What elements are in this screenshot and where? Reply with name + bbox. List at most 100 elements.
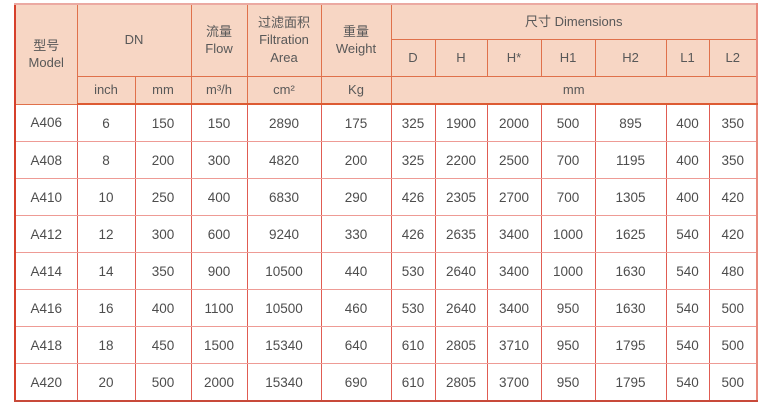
filtration-area-cell: 10500	[246, 289, 322, 327]
dim-l2-cell: 420	[708, 215, 758, 253]
unit-filtration-area: cm²	[246, 75, 322, 105]
table-row-a406: A406 6 150 150 2890 175 325 1900 2000 50…	[14, 103, 758, 142]
header-row-1: 型号 Model DN 流量 Flow 过滤面积 Filtration Area…	[14, 3, 758, 105]
dim-h2-cell: 895	[594, 103, 667, 142]
model-cell: A412	[14, 215, 78, 253]
dn-inch-cell: 14	[76, 252, 136, 290]
dim-d-cell: 325	[390, 141, 436, 179]
dim-l2-cell: 420	[708, 178, 758, 216]
dim-l2-cell: 480	[708, 252, 758, 290]
header-dim-l1: L1	[665, 38, 710, 77]
weight-cell: 440	[320, 252, 392, 290]
weight-cell: 175	[320, 103, 392, 142]
dim-h1-cell: 1000	[540, 252, 596, 290]
filtration-area-cell: 4820	[246, 141, 322, 179]
dim-h2-cell: 1795	[594, 326, 667, 364]
dim-l1-cell: 540	[665, 326, 710, 364]
filtration-area-cell: 15340	[246, 326, 322, 364]
model-cell: A406	[14, 103, 78, 142]
model-cell: A418	[14, 326, 78, 364]
header-dimensions: 尺寸 Dimensions	[390, 3, 758, 40]
dn-inch-cell: 18	[76, 326, 136, 364]
header-dn: DN	[76, 3, 192, 77]
dim-hstar-cell: 2500	[486, 141, 542, 179]
filtration-area-cell: 2890	[246, 103, 322, 142]
dim-h-cell: 2805	[434, 363, 488, 402]
header-weight: 重量 Weight	[320, 3, 392, 77]
header-flow: 流量 Flow	[190, 3, 248, 77]
dim-h2-cell: 1625	[594, 215, 667, 253]
dim-d-cell: 610	[390, 363, 436, 402]
dim-h-cell: 2635	[434, 215, 488, 253]
header-row-3: inch mm m³/h cm² Kg mm	[15, 75, 758, 105]
dim-h-cell: 2305	[434, 178, 488, 216]
weight-cell: 460	[320, 289, 392, 327]
dim-h2-cell: 1195	[594, 141, 667, 179]
table-row-a420: A420 20 500 2000 15340 690 610 2805 3700…	[14, 363, 758, 402]
table-row-a408: A408 8 200 300 4820 200 325 2200 2500 70…	[14, 141, 758, 179]
dim-l2-cell: 350	[708, 141, 758, 179]
unit-inch: inch	[76, 75, 136, 105]
unit-weight: Kg	[320, 75, 392, 105]
dn-inch-cell: 6	[76, 103, 136, 142]
weight-cell: 290	[320, 178, 392, 216]
dn-mm-cell: 500	[134, 363, 192, 402]
dim-l2-cell: 500	[708, 363, 758, 402]
dim-hstar-cell: 3400	[486, 289, 542, 327]
dim-l1-cell: 400	[665, 178, 710, 216]
dn-inch-cell: 8	[76, 141, 136, 179]
table-body: A406 6 150 150 2890 175 325 1900 2000 50…	[14, 103, 758, 402]
header-dim-l2: L2	[708, 38, 758, 77]
flow-cell: 2000	[190, 363, 248, 402]
table-row-a412: A412 12 300 600 9240 330 426 2635 3400 1…	[14, 215, 758, 253]
dim-l1-cell: 400	[665, 103, 710, 142]
table-row-a418: A418 18 450 1500 15340 640 610 2805 3710…	[14, 326, 758, 364]
header-dim-d: D	[390, 38, 436, 77]
dn-mm-cell: 350	[134, 252, 192, 290]
flow-cell: 1100	[190, 289, 248, 327]
dim-hstar-cell: 3400	[486, 215, 542, 253]
header-model: 型号 Model	[14, 3, 78, 105]
dim-d-cell: 426	[390, 178, 436, 216]
dim-h-cell: 2200	[434, 141, 488, 179]
header-filtration-area: 过滤面积 Filtration Area	[246, 3, 322, 77]
dim-l2-cell: 500	[708, 289, 758, 327]
unit-dimensions: mm	[390, 75, 758, 105]
table-header: 型号 Model DN 流量 Flow 过滤面积 Filtration Area…	[14, 3, 758, 105]
dn-mm-cell: 300	[134, 215, 192, 253]
dim-d-cell: 426	[390, 215, 436, 253]
header-dim-h1: H1	[540, 38, 596, 77]
model-cell: A414	[14, 252, 78, 290]
dim-h2-cell: 1795	[594, 363, 667, 402]
dim-h2-cell: 1305	[594, 178, 667, 216]
dim-d-cell: 325	[390, 103, 436, 142]
dim-l2-cell: 350	[708, 103, 758, 142]
filtration-area-cell: 10500	[246, 252, 322, 290]
header-dim-hstar: H*	[486, 38, 542, 77]
model-cell: A420	[14, 363, 78, 402]
dim-l1-cell: 540	[665, 252, 710, 290]
weight-cell: 690	[320, 363, 392, 402]
flow-cell: 600	[190, 215, 248, 253]
header-dim-h2: H2	[594, 38, 667, 77]
dim-d-cell: 530	[390, 252, 436, 290]
table-row-a410: A410 10 250 400 6830 290 426 2305 2700 7…	[14, 178, 758, 216]
dim-l1-cell: 400	[665, 141, 710, 179]
dim-hstar-cell: 3700	[486, 363, 542, 402]
filtration-area-cell: 6830	[246, 178, 322, 216]
flow-cell: 900	[190, 252, 248, 290]
flow-cell: 150	[190, 103, 248, 142]
dim-hstar-cell: 3710	[486, 326, 542, 364]
dim-l2-cell: 500	[708, 326, 758, 364]
dim-h1-cell: 1000	[540, 215, 596, 253]
dim-hstar-cell: 2000	[486, 103, 542, 142]
dn-inch-cell: 10	[76, 178, 136, 216]
weight-cell: 200	[320, 141, 392, 179]
flow-cell: 1500	[190, 326, 248, 364]
header-dim-h: H	[434, 38, 488, 77]
dim-h1-cell: 950	[540, 289, 596, 327]
model-cell: A408	[14, 141, 78, 179]
dim-l1-cell: 540	[665, 363, 710, 402]
specification-table: 型号 Model DN 流量 Flow 过滤面积 Filtration Area…	[14, 3, 758, 402]
